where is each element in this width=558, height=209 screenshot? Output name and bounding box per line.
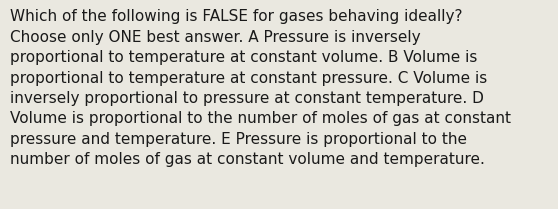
Text: Which of the following is FALSE for gases behaving ideally?
Choose only ONE best: Which of the following is FALSE for gase… [10, 9, 511, 167]
